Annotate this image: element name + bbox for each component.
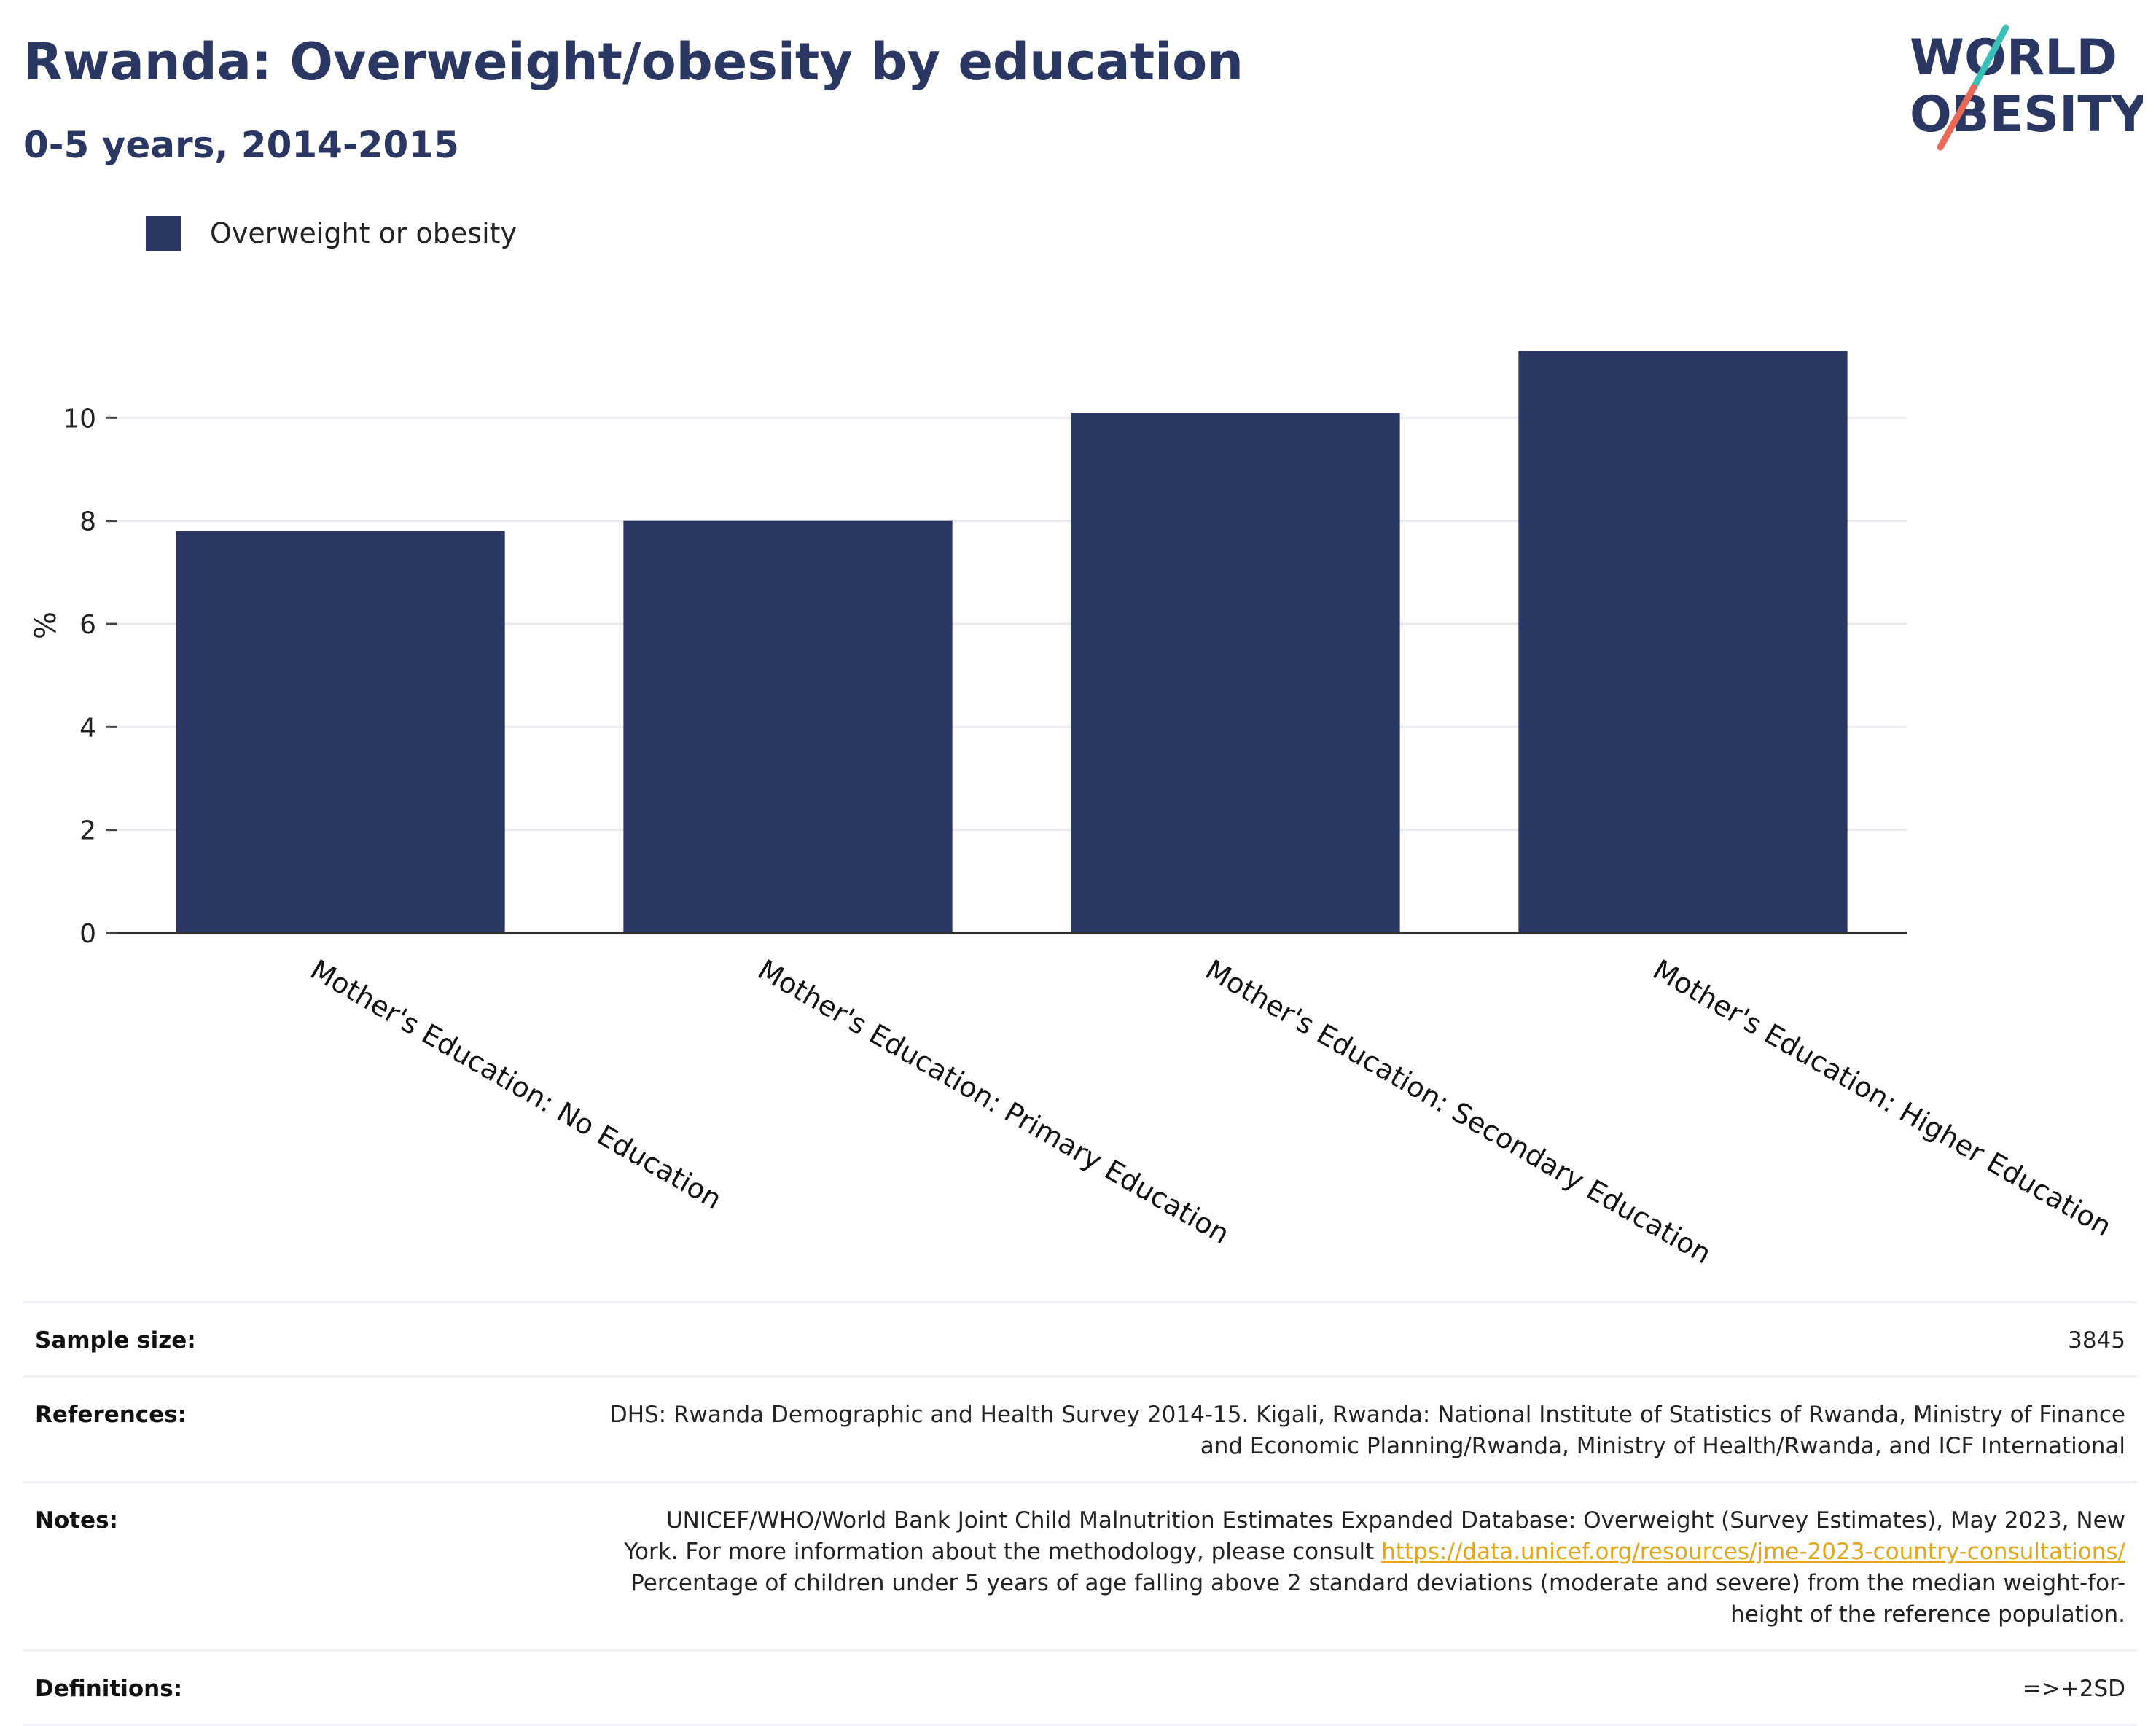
bar-1	[176, 531, 505, 933]
info-table: Sample size: 3845 References: DHS: Rwand…	[23, 1301, 2137, 1726]
x-tick-label: Mother's Education: No Education	[305, 953, 727, 1216]
sample-size-value: 3845	[2068, 1327, 2125, 1354]
bar-4	[1518, 351, 1848, 933]
world-obesity-logo: WORLD OBESITY	[1910, 24, 2143, 151]
legend-swatch	[146, 216, 181, 251]
page-subtitle: 0-5 years, 2014-2015	[23, 124, 459, 166]
y-tick-labels: 0 2 4 6 8 10	[63, 404, 117, 949]
y-tick-label: 4	[79, 713, 96, 743]
bar-3	[1071, 413, 1400, 933]
chart-legend: Overweight or obesity	[146, 216, 517, 251]
references-label: References:	[35, 1402, 187, 1428]
x-tick-label: Mother's Education: Secondary Education	[1200, 953, 1717, 1270]
x-tick-labels: Mother's Education: No Education Mother's…	[305, 953, 2117, 1270]
svg-text:WORLD: WORLD	[1910, 29, 2117, 87]
sample-size-row: Sample size: 3845	[23, 1301, 2137, 1375]
y-axis-label: %	[29, 612, 63, 639]
y-tick-label: 10	[63, 404, 96, 434]
definitions-label: Definitions:	[35, 1676, 183, 1702]
x-tick-label: Mother's Education: Primary Education	[753, 953, 1235, 1250]
bar-2	[623, 520, 953, 933]
y-tick-label: 8	[79, 507, 96, 537]
notes-value: UNICEF/WHO/World Bank Joint Child Malnut…	[624, 1507, 2125, 1628]
y-tick-label: 0	[79, 919, 96, 949]
methodology-link[interactable]: https://data.unicef.org/resources/jme-20…	[1381, 1539, 2125, 1565]
page-title: Rwanda: Overweight/obesity by education	[23, 32, 1244, 92]
sample-size-label: Sample size:	[35, 1327, 196, 1354]
y-tick-label: 6	[79, 610, 96, 640]
notes-row: Notes: UNICEF/WHO/World Bank Joint Child…	[23, 1481, 2137, 1649]
references-row: References: DHS: Rwanda Demographic and …	[23, 1375, 2137, 1481]
notes-label: Notes:	[35, 1507, 118, 1534]
legend-label: Overweight or obesity	[210, 217, 517, 249]
references-value: DHS: Rwanda Demographic and Health Surve…	[609, 1402, 2125, 1459]
definitions-value: =>+2SD	[2022, 1676, 2125, 1702]
definitions-row: Definitions: =>+2SD	[23, 1649, 2137, 1726]
x-tick-label: Mother's Education: Higher Education	[1648, 953, 2117, 1243]
y-tick-label: 2	[79, 816, 96, 846]
bar-chart: 0 2 4 6 8 10 Mother's Education: No Education…	[29, 351, 2117, 1270]
bars	[176, 351, 1848, 933]
